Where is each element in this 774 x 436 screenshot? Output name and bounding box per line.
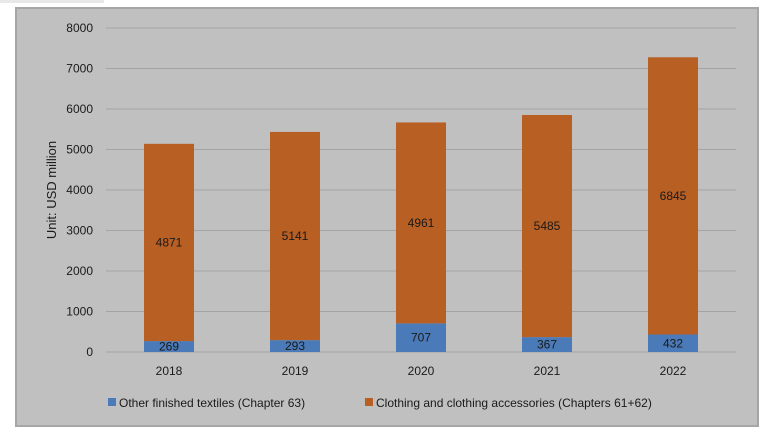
bar-segment-other-textiles: [396, 323, 446, 352]
legend-item: Other finished textiles (Chapter 63): [108, 396, 305, 410]
legend-item: Clothing and clothing accessories (Chapt…: [365, 396, 652, 410]
y-axis-ticks: 0 1000 2000 3000 4000 5000 6000 7000 8000: [66, 21, 93, 359]
top-left-edge-highlight: [0, 0, 104, 3]
y-tick-label: 4000: [66, 183, 93, 197]
bars: [144, 57, 698, 352]
y-tick-label: 2000: [66, 264, 93, 278]
bar-segment-clothing: [648, 57, 698, 335]
y-tick-label: 0: [86, 345, 93, 359]
x-tick-label: 2020: [408, 364, 435, 378]
y-tick-label: 6000: [66, 102, 93, 116]
y-tick-label: 3000: [66, 224, 93, 238]
legend-swatch: [365, 398, 373, 406]
y-tick-label: 5000: [66, 143, 93, 157]
data-label: 5141: [282, 229, 309, 243]
legend: Other finished textiles (Chapter 63) Clot…: [108, 396, 652, 410]
x-axis-ticks: 2018 2019 2020 2021 2022: [156, 364, 687, 378]
y-axis-label: Unit: USD million: [44, 141, 59, 239]
data-label: 4871: [156, 235, 183, 249]
x-tick-label: 2022: [660, 364, 687, 378]
data-label: 6845: [660, 189, 687, 203]
y-tick-label: 8000: [66, 21, 93, 35]
legend-label: Other finished textiles (Chapter 63): [119, 396, 305, 410]
bar-segment-clothing: [270, 131, 320, 341]
y-tick-label: 1000: [66, 305, 93, 319]
data-label: 707: [411, 331, 431, 345]
bar-segment-other-textiles: [270, 340, 320, 352]
bar-segment-clothing: [522, 114, 572, 338]
legend-swatch: [108, 398, 116, 406]
bar-segment-clothing: [396, 122, 446, 324]
data-label: 4961: [408, 216, 435, 230]
legend-label: Clothing and clothing accessories (Chapt…: [376, 396, 652, 410]
data-label: 293: [285, 339, 305, 353]
bar-segment-other-textiles: [648, 334, 698, 352]
x-tick-label: 2018: [156, 364, 183, 378]
bar-segment-clothing: [144, 143, 194, 342]
data-label: 432: [663, 336, 683, 350]
bar-segment-other-textiles: [144, 341, 194, 352]
data-label: 269: [159, 340, 179, 354]
bar-segment-other-textiles: [522, 337, 572, 352]
chart-area-background: [15, 7, 759, 427]
data-labels: 269 4871 293 5141 707 4961 367 5485 432 6845: [156, 189, 687, 354]
x-tick-label: 2021: [534, 364, 561, 378]
data-label: 5485: [534, 219, 561, 233]
y-tick-label: 7000: [66, 62, 93, 76]
x-tick-label: 2019: [282, 364, 309, 378]
data-label: 367: [537, 338, 557, 352]
